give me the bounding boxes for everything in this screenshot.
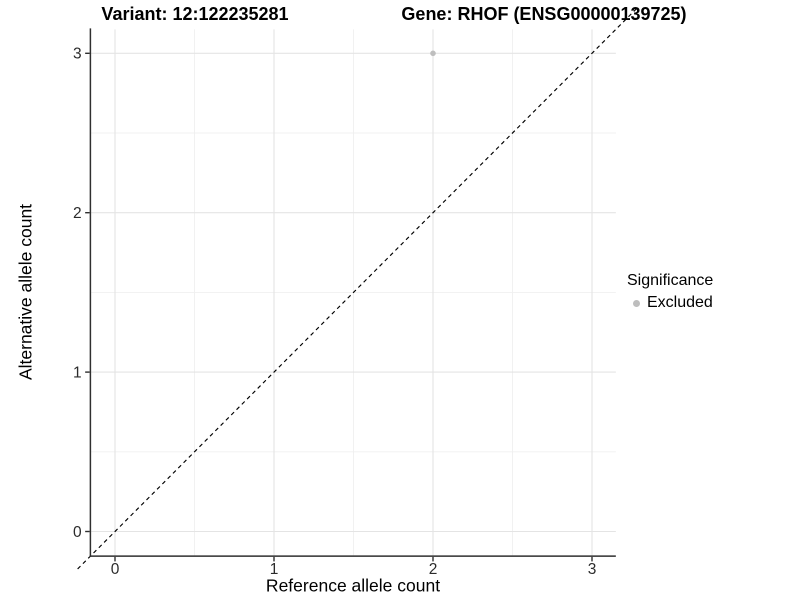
data-point <box>430 50 436 57</box>
y-tick-label: 2 <box>73 205 82 222</box>
axis-lines <box>89 28 616 557</box>
axis-tick-marks <box>85 52 593 562</box>
major-gridlines <box>91 29 616 556</box>
x-tick-label: 3 <box>588 561 597 578</box>
variant-title: Variant: 12:122235281 <box>101 4 289 24</box>
identity-reference-line-layer <box>77 7 638 570</box>
identity-reference-line <box>77 7 638 570</box>
y-axis-title: Alternative allele count <box>15 203 36 381</box>
gene-title: Gene: RHOF (ENSG00000139725) <box>401 4 687 24</box>
legend: Significance Excluded <box>627 271 713 312</box>
x-tick-label: 0 <box>111 561 120 578</box>
minor-gridlines <box>91 29 616 556</box>
x-tick-label: 1 <box>270 561 279 578</box>
legend-item: Excluded <box>627 294 713 312</box>
y-tick-label: 1 <box>73 365 82 382</box>
data-points <box>430 50 436 57</box>
x-axis-title: Reference allele count <box>265 575 441 596</box>
legend-item-label: Excluded <box>647 294 713 311</box>
legend-key-dot-icon <box>633 299 640 307</box>
y-tick-label: 3 <box>73 46 82 63</box>
axis-tick-labels: 0 1 2 3 0 1 2 3 <box>73 46 596 578</box>
legend-title: Significance <box>627 272 714 289</box>
x-tick-label: 2 <box>429 561 438 578</box>
y-tick-label: 0 <box>73 524 82 541</box>
legend-items: Excluded <box>627 294 713 312</box>
